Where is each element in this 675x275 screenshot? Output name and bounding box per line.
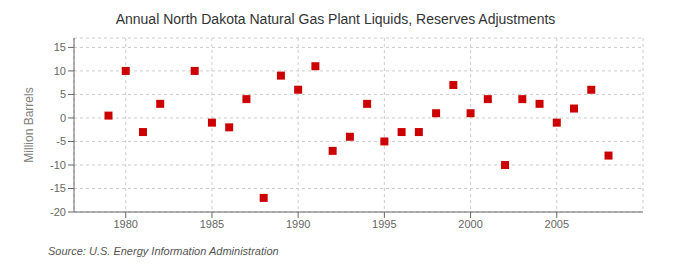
svg-text:15: 15 — [54, 41, 66, 53]
svg-text:1990: 1990 — [286, 218, 310, 230]
svg-text:1980: 1980 — [113, 218, 137, 230]
svg-text:-20: -20 — [50, 206, 66, 218]
svg-text:2000: 2000 — [458, 218, 482, 230]
svg-text:5: 5 — [60, 88, 66, 100]
svg-text:2005: 2005 — [545, 218, 569, 230]
svg-text:-5: -5 — [56, 135, 66, 147]
svg-text:Million Barrels: Million Barrels — [22, 87, 36, 162]
svg-text:0: 0 — [60, 112, 66, 124]
svg-text:-15: -15 — [50, 182, 66, 194]
svg-text:1985: 1985 — [200, 218, 224, 230]
svg-text:-10: -10 — [50, 159, 66, 171]
html-text:Source: U.S. Energy Informatio: Source: U.S. Energy Information Administ… — [48, 245, 279, 257]
html-text:Annual North Dakota Natural Ga: Annual North Dakota Natural Gas Plant Li… — [115, 11, 556, 27]
svg-text:1995: 1995 — [372, 218, 396, 230]
svg-text:10: 10 — [54, 65, 66, 77]
